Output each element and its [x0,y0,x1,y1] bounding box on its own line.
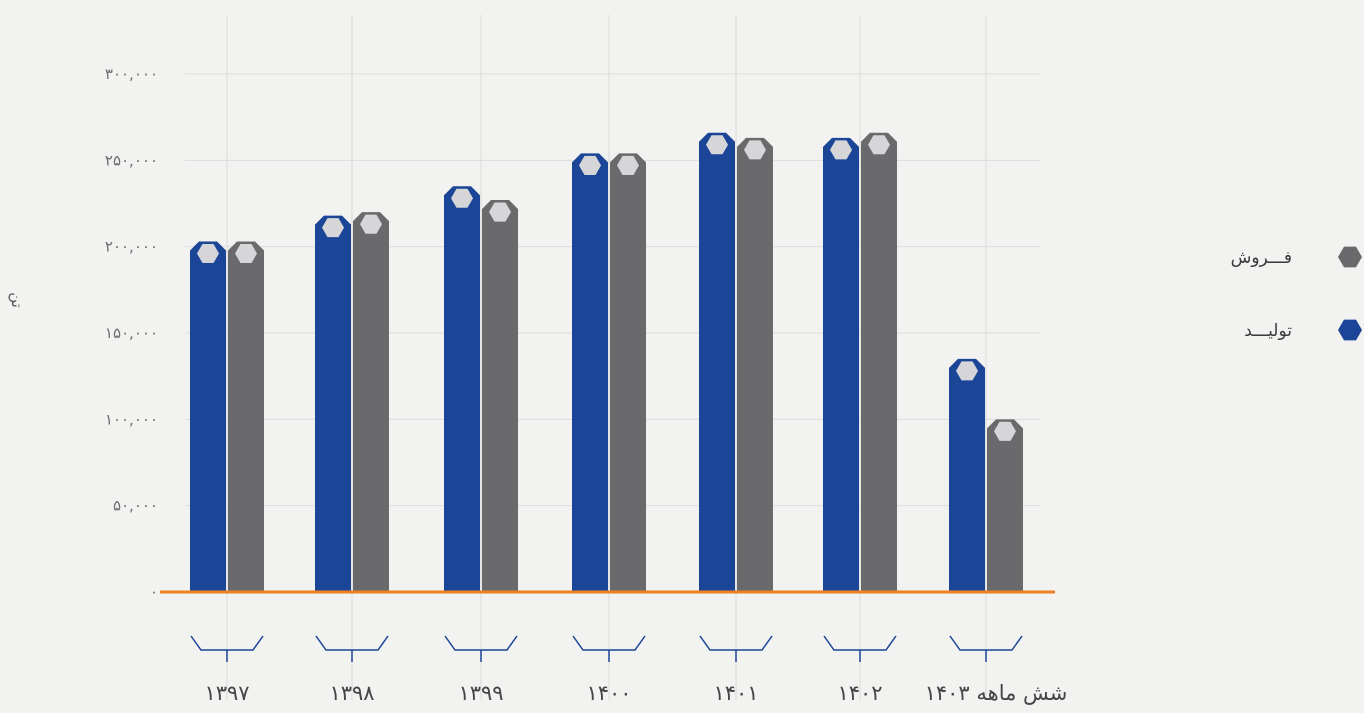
x-category-label: ۱۳۹۷ [204,681,249,705]
bar-top-marker [579,155,601,175]
y-tick-label: ۱۵۰,۰۰۰ [105,324,158,342]
x-category-label: ۱۳۹۹ [458,681,503,705]
bar-top-marker [617,155,639,175]
bar-top-marker [830,140,852,160]
x-category-label: ۱۴۰۰ [586,681,631,705]
bar-sales [861,132,897,592]
legend-swatch-icon [1338,319,1362,341]
bar-top-marker [706,135,728,155]
y-tick-label: ۳۰۰,۰۰۰ [105,65,158,83]
bar-top-marker [744,140,766,160]
bar-production [190,241,226,592]
category-bracket [315,635,389,662]
legend-label: فـــروش [1231,248,1292,268]
bar-top-marker [235,244,257,263]
category-brackets [190,635,1023,662]
bar-top-marker [197,244,219,263]
bar-top-marker [489,202,511,222]
y-tick-label: ۵۰,۰۰۰ [113,497,158,515]
y-tick-label: ۱۰۰,۰۰۰ [105,410,158,428]
bar-sales [987,419,1023,592]
bar-top-marker [956,361,978,381]
y-axis: ۰ ۵۰,۰۰۰ ۱۰۰,۰۰۰ ۱۵۰,۰۰۰ ۲۰۰,۰۰۰ ۲۵۰,۰۰۰ ۳۰۰,۰… [105,65,158,601]
bars [190,132,1023,593]
y-tick-label: ۰ [150,583,158,601]
x-axis: ۱۳۹۷ ۱۳۹۸ ۱۳۹۹ ۱۴۰۰ ۱۴۰۱ ۱۴۰۲ شش ماهه ۱۴۰۳ [204,681,1067,705]
bar-production [823,137,859,593]
legend-label: تولیـــد [1244,321,1292,341]
x-category-label: شش ماهه ۱۴۰۳ [925,681,1068,705]
bar-top-marker [360,214,382,234]
bar-production [315,215,351,592]
x-category-label: ۱۴۰۱ [713,681,758,705]
category-bracket [823,635,897,662]
bar-top-marker [451,188,473,208]
x-category-label: ۱۳۹۸ [329,681,374,705]
category-bracket [444,635,518,662]
x-category-label: ۱۴۰۲ [837,681,882,705]
bar-production [949,358,985,592]
bar-top-marker [868,135,890,155]
category-bracket [699,635,773,662]
legend-swatch-icon [1338,246,1362,268]
bar-sales [482,200,518,592]
bar-production [444,186,480,592]
legend-item-sales: فـــروش [1231,246,1362,268]
bar-sales [737,137,773,593]
bar-top-marker [322,218,344,238]
bar-top-marker [994,421,1016,441]
category-bracket [572,635,646,662]
legend-item-production: تولیـــد [1244,319,1362,341]
category-bracket [949,635,1023,662]
y-tick-label: ۲۰۰,۰۰۰ [105,238,158,256]
y-tick-label: ۲۵۰,۰۰۰ [105,151,158,169]
y-axis-unit-label: تن [8,292,26,308]
bar-sales [228,241,264,592]
bar-sales [353,212,389,592]
bar-production [572,153,608,592]
category-bracket [190,635,264,662]
bar-production [699,132,735,592]
bar-sales [610,153,646,592]
legend: فـــروش تولیـــد [1231,246,1362,341]
